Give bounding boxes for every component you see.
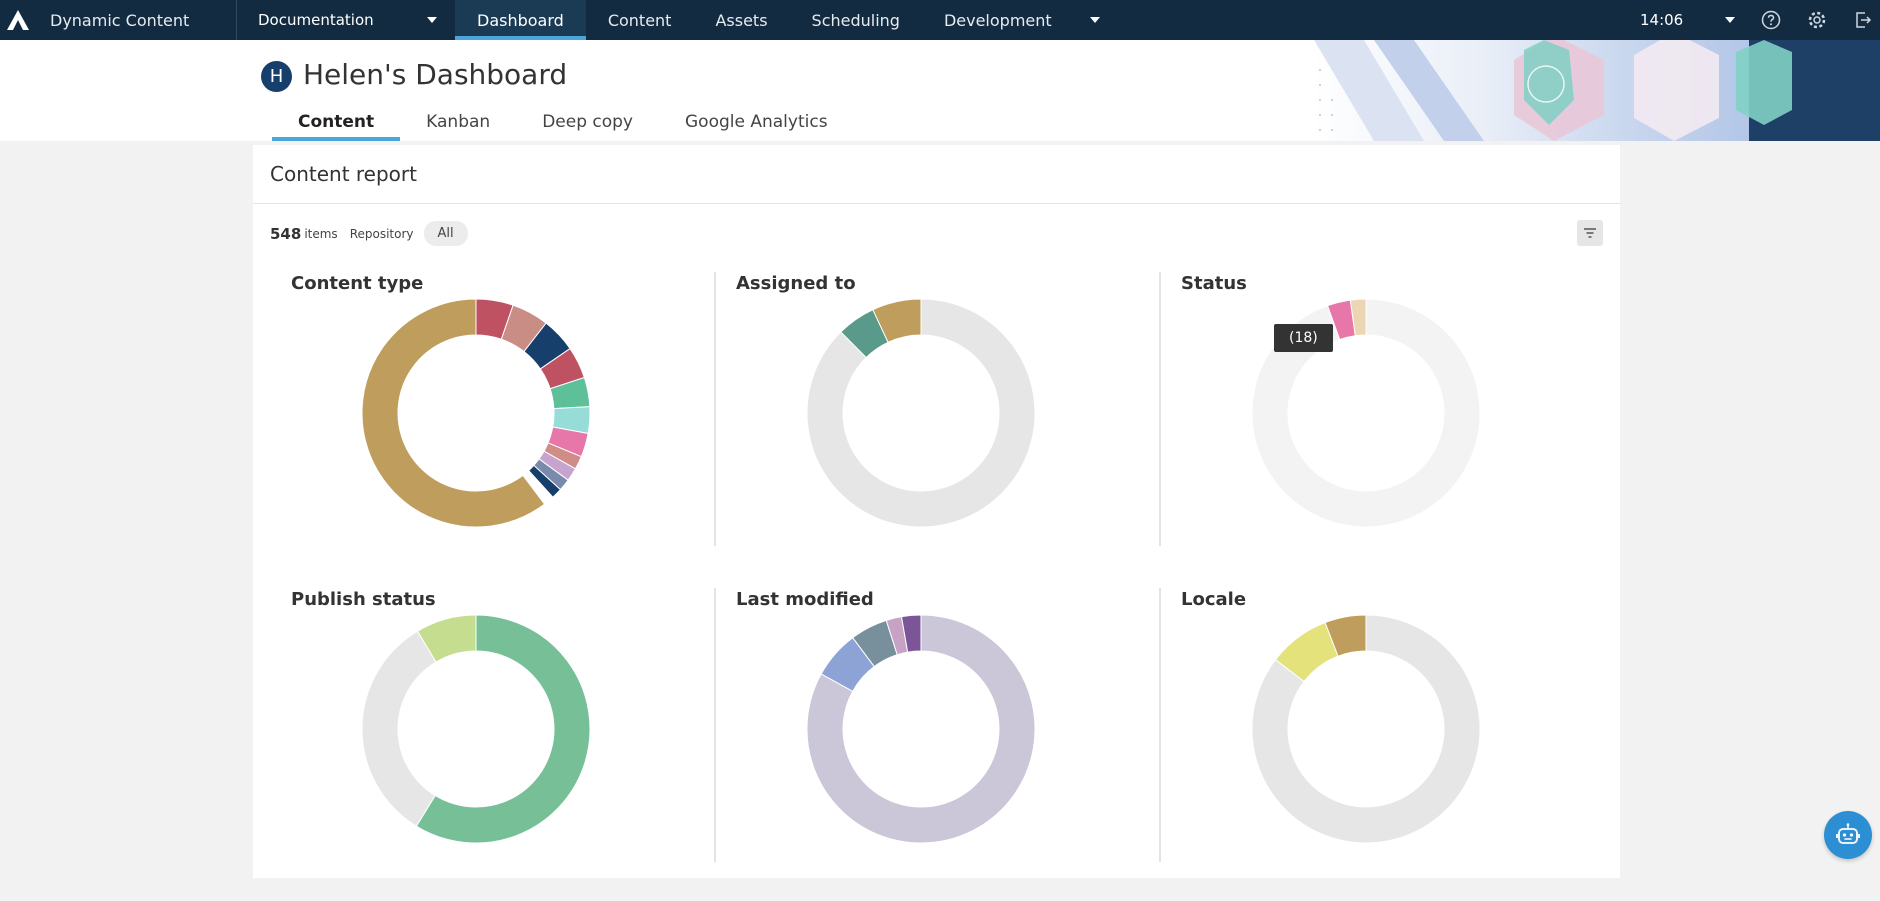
chart-title: Content type (291, 273, 424, 294)
nav-tab-scheduling[interactable]: Scheduling (790, 0, 922, 40)
donut-chart (1251, 614, 1481, 844)
hub-selector-label: Documentation (258, 11, 374, 29)
content-report-panel: Content report 548 items Repository All … (253, 145, 1620, 878)
hub-selector[interactable]: Documentation (236, 0, 455, 40)
donut-chart (361, 298, 591, 528)
subtab-deep-copy[interactable]: Deep copy (516, 108, 659, 141)
chart-title: Status (1181, 273, 1247, 294)
donut-slice[interactable] (1324, 614, 1367, 657)
donut-slice[interactable] (872, 298, 922, 343)
chart-last-modified: Last modified (715, 589, 1160, 859)
chart-publish-status: Publish status (270, 589, 715, 859)
divider (1159, 272, 1161, 546)
divider (253, 203, 1620, 204)
repository-label: Repository (349, 226, 414, 241)
nav-tab-assets[interactable]: Assets (693, 0, 789, 40)
chart-assigned-to: Assigned to (715, 273, 1160, 543)
report-summary: 548 items Repository All (270, 221, 468, 246)
subtab-label: Kanban (426, 112, 491, 132)
donut-chart (361, 614, 591, 844)
chart-status: Status (18) (1160, 273, 1605, 543)
subtab-content[interactable]: Content (272, 108, 401, 141)
chevron-down-icon (1089, 17, 1100, 23)
chart-title: Locale (1181, 589, 1247, 610)
donut-slice[interactable] (361, 630, 437, 827)
nav-tab-label: Scheduling (811, 10, 900, 30)
current-time: 14:06 (1640, 11, 1684, 29)
subtab-google-analytics[interactable]: Google Analytics (659, 108, 854, 141)
decorative-banner (1314, 40, 1880, 141)
dashboard-header: H Helen's Dashboard Content Kanban Deep … (0, 40, 1880, 141)
assistant-bot-button[interactable] (1824, 811, 1872, 859)
logout-icon[interactable] (1852, 9, 1874, 31)
donut-slice[interactable] (900, 614, 922, 653)
page-title: Helen's Dashboard (303, 58, 568, 91)
donut-slice[interactable] (1349, 298, 1367, 337)
divider (714, 272, 716, 546)
donut-slice[interactable] (415, 614, 591, 844)
donut-chart (806, 614, 1036, 844)
report-title: Content report (270, 162, 417, 186)
chart-title: Publish status (291, 589, 436, 610)
repository-filter-pill[interactable]: All (423, 221, 468, 246)
filter-icon (1584, 228, 1596, 238)
nav-tab-label: Assets (715, 10, 768, 30)
nav-tab-development[interactable]: Development (922, 0, 1122, 40)
filter-button[interactable] (1577, 220, 1603, 246)
chart-title: Last modified (736, 589, 874, 610)
nav-tab-label: Content (607, 10, 672, 30)
subtab-label: Content (298, 112, 375, 132)
gear-icon[interactable] (1806, 9, 1828, 31)
top-navigation: Dynamic Content Documentation Dashboard … (0, 0, 1880, 40)
amplience-logo-icon[interactable] (0, 0, 36, 40)
app-brand: Dynamic Content (50, 10, 190, 30)
nav-tab-label: Development (943, 10, 1052, 30)
donut-chart (806, 298, 1036, 528)
subtab-label: Google Analytics (685, 112, 828, 132)
nav-tab-dashboard[interactable]: Dashboard (455, 0, 586, 40)
item-count: 548 (270, 224, 302, 243)
nav-tab-content[interactable]: Content (586, 0, 694, 40)
dashboard-subtabs: Content Kanban Deep copy Google Analytic… (272, 108, 854, 141)
item-count-unit: items (304, 226, 338, 241)
avatar: H (261, 61, 292, 92)
donut-slice[interactable] (806, 614, 1036, 844)
chart-content-type: Content type (270, 273, 715, 543)
chart-tooltip: (18) (1274, 324, 1333, 352)
chart-locale: Locale (1160, 589, 1605, 859)
donut-slice[interactable] (361, 298, 546, 528)
chevron-down-icon (427, 17, 437, 23)
robot-icon (1836, 823, 1860, 844)
divider (1159, 588, 1161, 862)
nav-tab-label: Dashboard (477, 10, 564, 30)
subtab-kanban[interactable]: Kanban (400, 108, 516, 141)
time-selector[interactable]: 14:06 (1640, 0, 1736, 40)
subtab-label: Deep copy (542, 112, 633, 132)
chevron-down-icon (1725, 17, 1736, 23)
divider (714, 588, 716, 862)
donut-slice[interactable] (1251, 614, 1481, 844)
chart-title: Assigned to (736, 273, 856, 294)
help-icon[interactable] (1760, 9, 1782, 31)
donut-slice[interactable] (416, 614, 477, 663)
